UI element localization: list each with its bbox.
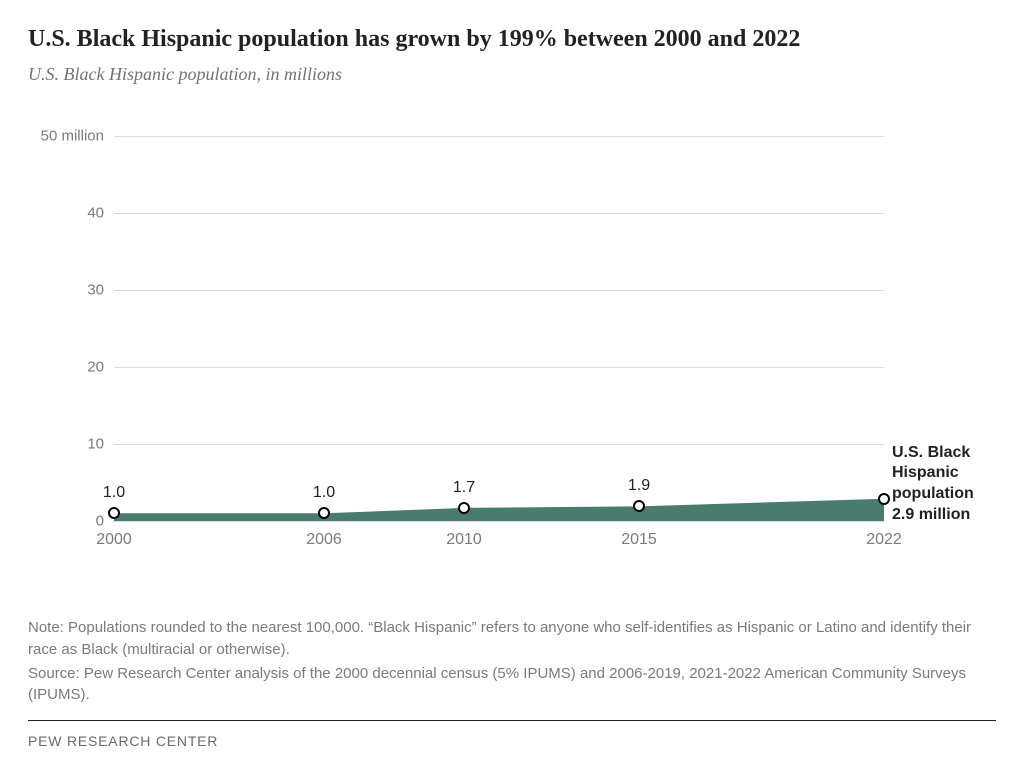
y-tick-label: 10 — [87, 436, 104, 453]
gridline — [114, 367, 884, 368]
x-tick-label: 2006 — [306, 531, 342, 549]
y-tick-label: 0 — [96, 513, 104, 530]
data-marker — [458, 502, 470, 514]
x-axis: 20002006201020152022 — [114, 531, 884, 551]
end-label-line1: U.S. Black — [892, 443, 1012, 464]
data-marker — [108, 507, 120, 519]
data-marker — [633, 500, 645, 512]
x-tick-label: 2000 — [96, 531, 132, 549]
footnotes: Note: Populations rounded to the nearest… — [28, 617, 996, 706]
data-point-label: 1.0 — [313, 484, 335, 502]
y-tick-label: 30 — [87, 282, 104, 299]
end-label-line2: Hispanic — [892, 463, 1012, 484]
note-line: Note: Populations rounded to the nearest… — [28, 617, 996, 661]
data-point-label: 1.7 — [453, 479, 475, 497]
y-tick-label: 50 million — [41, 128, 104, 145]
y-tick-label: 20 — [87, 359, 104, 376]
divider — [28, 720, 996, 721]
end-label-line4: 2.9 million — [892, 505, 1012, 526]
x-tick-label: 2022 — [866, 531, 902, 549]
gridline — [114, 136, 884, 137]
gridline — [114, 213, 884, 214]
gridline — [114, 444, 884, 445]
x-tick-label: 2010 — [446, 531, 482, 549]
data-marker — [878, 493, 890, 505]
gridline — [114, 521, 884, 522]
data-point-label: 1.0 — [103, 484, 125, 502]
source-line: Source: Pew Research Center analysis of … — [28, 663, 996, 707]
y-tick-label: 40 — [87, 205, 104, 222]
chart-subtitle: U.S. Black Hispanic population, in milli… — [28, 64, 996, 85]
gridline — [114, 290, 884, 291]
attribution: PEW RESEARCH CENTER — [28, 733, 996, 749]
data-point-label: 1.9 — [628, 478, 650, 496]
plot-area: 20002006201020152022 01020304050 million… — [114, 121, 884, 521]
end-label-line3: population — [892, 484, 1012, 505]
data-marker — [318, 507, 330, 519]
end-label: U.S. Black Hispanic population 2.9 milli… — [892, 443, 1012, 526]
chart-container: 2000 2006 2010 2015 2022 0 10 20 30 40 50 million… — [34, 121, 996, 561]
area-fill — [114, 121, 884, 521]
x-tick-label: 2015 — [621, 531, 657, 549]
chart-title: U.S. Black Hispanic population has grown… — [28, 24, 996, 54]
